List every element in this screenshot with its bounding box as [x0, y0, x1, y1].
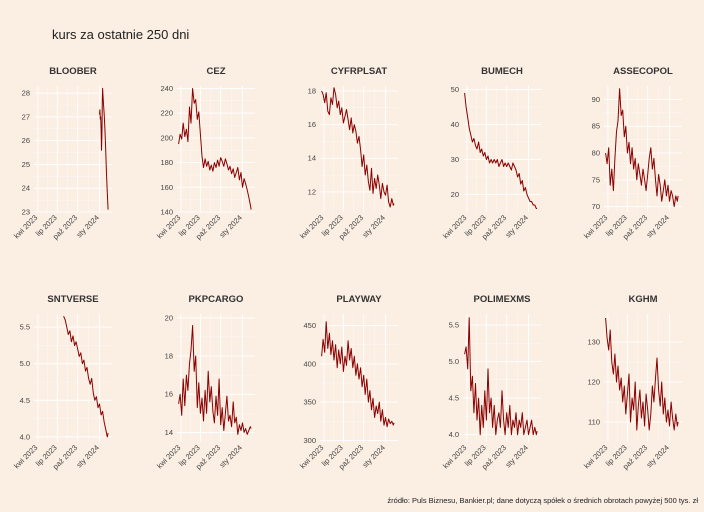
y-tick-label: 4.0: [20, 432, 30, 441]
source-caption: źródło: Puls Biznesu, Bankier.pl; dane d…: [387, 496, 698, 505]
y-tick-label: 14: [165, 428, 173, 437]
y-tick-label: 80: [592, 149, 600, 158]
y-tick-label: 5.5: [20, 323, 30, 332]
y-tick-label: 85: [592, 122, 600, 131]
y-tick-label: 350: [303, 398, 316, 407]
y-tick-label: 140: [160, 208, 173, 217]
x-tick-label: sty 2024: [75, 213, 101, 239]
y-tick-label: 160: [160, 183, 173, 192]
y-tick-label: 180: [160, 158, 173, 167]
y-tick-label: 20: [451, 190, 459, 199]
x-tick-label: kwi 2023: [12, 443, 39, 470]
series-line: [605, 317, 679, 431]
y-tick-label: 110: [588, 418, 600, 427]
y-tick-label: 4.0: [449, 430, 459, 439]
panel-title: BUMECH: [481, 66, 523, 77]
x-tick-label: kwi 2023: [582, 443, 609, 470]
panel-title: CYFRPLSAT: [331, 66, 387, 77]
x-tick-label: sty 2024: [645, 443, 671, 469]
y-tick-label: 12: [308, 187, 316, 196]
y-tick-label: 20: [165, 313, 173, 322]
series-line: [464, 317, 538, 436]
panel-title: SNTVERSE: [47, 294, 98, 305]
series-line: [321, 321, 395, 428]
y-tick-label: 400: [303, 359, 316, 368]
y-tick-label: 90: [592, 95, 600, 104]
y-tick-label: 23: [22, 208, 30, 217]
x-tick-label: sty 2024: [218, 213, 244, 239]
y-tick-label: 220: [160, 109, 173, 118]
series-line: [63, 316, 109, 438]
y-tick-label: 27: [22, 112, 30, 121]
y-tick-label: 450: [303, 321, 316, 330]
y-tick-label: 24: [22, 184, 30, 193]
x-tick-label: kwi 2023: [155, 213, 182, 240]
y-tick-label: 70: [592, 202, 600, 211]
series-line: [464, 92, 538, 209]
x-tick-label: sty 2024: [504, 213, 530, 239]
y-tick-label: 16: [165, 390, 173, 399]
y-tick-label: 25: [22, 160, 30, 169]
y-tick-label: 18: [308, 87, 316, 96]
y-tick-label: 28: [22, 89, 30, 98]
y-tick-label: 50: [451, 85, 459, 94]
x-tick-label: kwi 2023: [582, 213, 609, 240]
y-tick-label: 30: [451, 155, 459, 164]
panel-title: PKPCARGO: [189, 294, 244, 305]
y-tick-label: 16: [308, 120, 316, 129]
series-line: [99, 87, 109, 210]
x-tick-label: kwi 2023: [12, 213, 39, 240]
y-tick-label: 300: [303, 436, 316, 445]
x-tick-label: kwi 2023: [298, 443, 325, 470]
y-tick-label: 4.5: [449, 394, 459, 403]
y-tick-label: 120: [587, 378, 600, 387]
y-tick-label: 40: [451, 120, 459, 129]
x-tick-label: kwi 2023: [298, 213, 325, 240]
x-tick-label: kwi 2023: [155, 443, 182, 470]
y-tick-label: 14: [308, 154, 316, 163]
y-tick-label: 130: [587, 338, 600, 347]
y-tick-label: 5.0: [449, 357, 459, 366]
panel-title: CEZ: [207, 66, 226, 77]
panel-title: BLOOBER: [49, 66, 97, 77]
y-tick-label: 18: [165, 352, 173, 361]
y-tick-label: 5.0: [20, 359, 30, 368]
y-tick-label: 240: [160, 84, 173, 93]
y-tick-label: 26: [22, 136, 30, 145]
x-tick-label: sty 2024: [75, 443, 101, 469]
x-tick-label: sty 2024: [361, 213, 387, 239]
x-tick-label: sty 2024: [504, 443, 530, 469]
panel-title: ASSECOPOL: [613, 66, 673, 77]
x-tick-label: kwi 2023: [441, 443, 468, 470]
series-line: [321, 87, 395, 208]
page-title: kurs za ostatnie 250 dni: [52, 27, 190, 42]
series-line: [178, 325, 252, 435]
y-tick-label: 5.5: [449, 320, 459, 329]
series-line: [605, 88, 679, 208]
panel-title: PLAYWAY: [336, 294, 382, 305]
panel-title: KGHM: [628, 294, 657, 305]
y-tick-label: 75: [592, 175, 600, 184]
x-tick-label: sty 2024: [361, 443, 387, 469]
series-line: [178, 88, 252, 210]
x-tick-label: sty 2024: [218, 443, 244, 469]
x-tick-label: kwi 2023: [441, 213, 468, 240]
panel-title: POLIMEXMS: [473, 294, 530, 305]
y-tick-label: 4.5: [20, 396, 30, 405]
y-tick-label: 200: [160, 133, 173, 142]
x-tick-label: sty 2024: [645, 213, 671, 239]
